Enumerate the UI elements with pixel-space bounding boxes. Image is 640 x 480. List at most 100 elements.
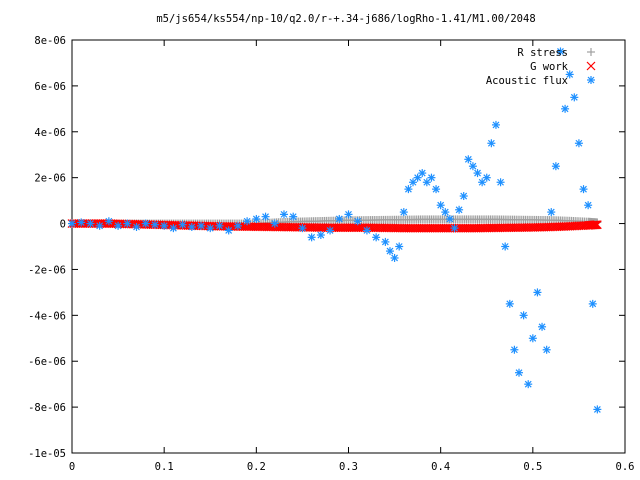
data-point	[298, 224, 307, 233]
data-point	[289, 212, 298, 221]
x-tick: 0	[69, 40, 75, 473]
data-point	[404, 185, 413, 194]
data-point	[590, 220, 600, 230]
data-point	[574, 139, 583, 148]
data-point	[215, 221, 224, 230]
legend-label: Acoustic flux	[486, 75, 568, 87]
data-point	[510, 345, 519, 354]
x-tick: 0.3	[339, 40, 358, 473]
series-acoustic-flux	[68, 47, 602, 414]
x-tick-label: 0.2	[247, 461, 266, 473]
data-point	[353, 217, 362, 226]
x-axis: 0 0.1 0.2 0.3 0.4 0.5 0.6	[69, 40, 634, 473]
data-point	[542, 345, 551, 354]
plot-area	[67, 47, 602, 414]
data-point	[519, 311, 528, 320]
data-point	[587, 48, 595, 56]
data-point	[524, 380, 533, 389]
data-point	[586, 61, 596, 71]
x-tick-label: 0.3	[339, 461, 358, 473]
y-axis: 8e-06 6e-06 4e-06 2e-06 0 -2e-06 -4e-06 -6e-06 -…	[28, 35, 625, 460]
legend-label: G work	[530, 61, 569, 73]
legend-label: R stress	[517, 47, 568, 59]
legend: R stress G work Acoustic flux	[486, 47, 596, 87]
data-point	[561, 104, 570, 113]
data-point	[505, 299, 514, 308]
x-tick: 0.5	[523, 40, 542, 473]
data-point	[455, 205, 464, 214]
x-tick-label: 0.4	[431, 461, 450, 473]
data-point	[547, 208, 556, 217]
data-point	[372, 233, 381, 242]
data-point	[132, 222, 141, 231]
data-point	[515, 368, 524, 377]
data-point	[233, 221, 242, 230]
data-point	[178, 220, 187, 229]
data-point	[473, 169, 482, 178]
data-point	[399, 208, 408, 217]
data-point	[592, 220, 601, 230]
data-point	[381, 237, 390, 246]
data-point	[450, 224, 459, 233]
y-tick-label: -1e-05	[28, 448, 66, 460]
data-point	[279, 210, 288, 219]
data-point	[591, 220, 600, 230]
data-point	[224, 226, 233, 235]
x-tick-label: 0	[69, 461, 75, 473]
data-point	[468, 162, 477, 171]
data-point	[538, 322, 547, 331]
data-point	[427, 173, 436, 182]
data-point	[390, 253, 399, 262]
y-tick-label: 2e-06	[34, 173, 66, 185]
data-point	[104, 217, 113, 226]
y-tick-label: -4e-06	[28, 310, 66, 322]
data-point	[501, 242, 510, 251]
data-point	[592, 220, 602, 230]
data-point	[556, 47, 565, 56]
y-tick-label: 6e-06	[34, 81, 66, 93]
data-point	[589, 220, 599, 230]
data-point	[86, 219, 95, 228]
data-point	[243, 217, 252, 226]
y-tick-label: -8e-06	[28, 402, 66, 414]
data-point	[169, 224, 178, 233]
data-point	[307, 233, 316, 242]
data-point	[187, 222, 196, 231]
legend-entry: R stress	[517, 47, 595, 59]
y-tick: -1e-05	[28, 448, 625, 460]
y-tick: -4e-06	[28, 310, 625, 322]
data-point	[464, 155, 473, 164]
data-point	[261, 212, 270, 221]
data-point	[270, 219, 279, 228]
y-tick: -8e-06	[28, 402, 625, 414]
y-tick: 4e-06	[34, 127, 625, 139]
data-point	[77, 218, 86, 227]
data-point	[197, 221, 206, 230]
data-point	[141, 219, 150, 228]
data-point	[570, 93, 579, 102]
data-point	[528, 334, 537, 343]
x-tick: 0.6	[616, 40, 634, 473]
data-point	[565, 70, 574, 79]
data-point	[316, 231, 325, 240]
data-point	[588, 299, 597, 308]
x-tick: 0.1	[155, 40, 174, 473]
y-tick: 2e-06	[34, 173, 625, 185]
data-point	[95, 221, 104, 230]
data-point	[487, 139, 496, 148]
data-point	[491, 120, 500, 129]
data-point	[160, 221, 169, 230]
data-point	[584, 201, 593, 210]
y-tick: 8e-06	[34, 35, 625, 47]
y-tick: -6e-06	[28, 356, 625, 368]
x-tick: 0.2	[247, 40, 266, 473]
y-tick-label: 8e-06	[34, 35, 66, 47]
y-tick-label: 0	[60, 219, 66, 231]
data-point	[344, 210, 353, 219]
y-tick-label: -2e-06	[28, 264, 66, 276]
data-point	[482, 173, 491, 182]
data-point	[362, 226, 371, 235]
data-point	[551, 162, 560, 171]
legend-entry: Acoustic flux	[486, 75, 595, 87]
